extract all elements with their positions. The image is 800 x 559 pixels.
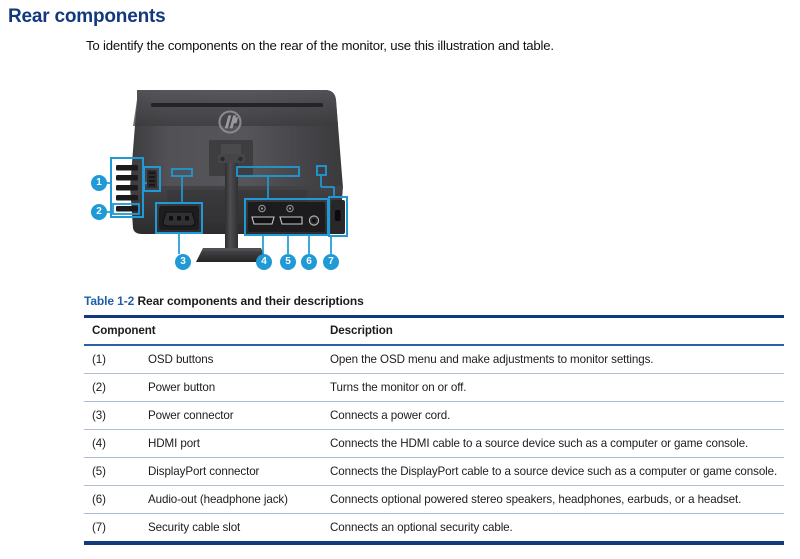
io-ports-group — [244, 198, 329, 236]
monitor-back-panel — [130, 90, 343, 188]
osd-buttons-group — [110, 157, 161, 218]
displayport-connector — [279, 216, 303, 225]
security-slot-group — [316, 165, 348, 237]
callout-badge-3: 3 — [175, 254, 191, 270]
monitor-rear-illustration — [106, 90, 348, 262]
table-row: (7) Security cable slot Connects an option… — [84, 513, 784, 545]
row-component-name: Power button — [140, 373, 322, 402]
row-description: Connects optional powered stereo speaker… — [322, 485, 784, 514]
row-component-name: Security cable slot — [140, 513, 322, 545]
hdmi-port — [251, 216, 275, 225]
callout-badge-5: 5 — [280, 254, 296, 270]
row-number: (4) — [84, 429, 140, 458]
power-connector-group — [155, 202, 203, 234]
components-table-block: Table 1-2 Rear components and their desc… — [84, 294, 784, 545]
table-caption-text: Rear components and their descriptions — [137, 294, 364, 308]
monitor-stand — [196, 154, 268, 262]
row-component-name: DisplayPort connector — [140, 457, 322, 486]
hp-logo — [218, 110, 242, 134]
column-header-description: Description — [322, 315, 784, 346]
table-body: (1) OSD buttons Open the OSD menu and make… — [84, 345, 784, 545]
callout-badge-4: 4 — [256, 254, 272, 270]
intro-paragraph: To identify the components on the rear o… — [86, 38, 554, 53]
callout-leader-lines — [106, 175, 335, 254]
table-caption: Table 1-2 Rear components and their desc… — [84, 294, 784, 308]
power-button-highlight-box — [112, 203, 140, 215]
table-head: Component Description — [84, 315, 784, 346]
callout-badge-6: 6 — [301, 254, 317, 270]
row-description: Connects an optional security cable. — [322, 513, 784, 545]
security-cable-slot — [335, 210, 341, 221]
table-header-row: Component Description — [84, 315, 784, 346]
row-component-name: OSD buttons — [140, 345, 322, 374]
power-button — [116, 206, 138, 212]
row-number: (7) — [84, 513, 140, 545]
osd-pip-highlight-box — [143, 166, 161, 192]
row-description: Open the OSD menu and make adjustments t… — [322, 345, 784, 374]
table-row: (3) Power connector Connects a power cord. — [84, 401, 784, 430]
row-number: (1) — [84, 345, 140, 374]
page-title: Rear components — [8, 6, 166, 27]
row-number: (2) — [84, 373, 140, 402]
row-number: (6) — [84, 485, 140, 514]
callout-badge-7: 7 — [323, 254, 339, 270]
row-description: Connects the DisplayPort cable to a sour… — [322, 457, 784, 486]
monitor-base — [196, 248, 268, 262]
row-component-name: HDMI port — [140, 429, 322, 458]
table-row: (6) Audio-out (headphone jack) Connects op… — [84, 485, 784, 514]
row-description: Connects the HDMI cable to a source devi… — [322, 429, 784, 458]
table-row: (5) DisplayPort connector Connects the Dis… — [84, 457, 784, 486]
security-slot-highlight-box — [328, 196, 348, 237]
table-row: (1) OSD buttons Open the OSD menu and make… — [84, 345, 784, 374]
table-row: (4) HDMI port Connects the HDMI cable to a… — [84, 429, 784, 458]
row-number: (3) — [84, 401, 140, 430]
callout-badge-1: 1 — [91, 175, 107, 191]
callout-badge-2: 2 — [91, 204, 107, 220]
column-header-component: Component — [84, 315, 322, 346]
row-component-name: Audio-out (headphone jack) — [140, 485, 322, 514]
row-component-name: Power connector — [140, 401, 322, 430]
row-description: Connects a power cord. — [322, 401, 784, 430]
table-caption-number: Table 1-2 — [84, 294, 135, 308]
row-description: Turns the monitor on or off. — [322, 373, 784, 402]
row-number: (5) — [84, 457, 140, 486]
table-row: (2) Power button Turns the monitor on or o… — [84, 373, 784, 402]
components-table: Component Description (1) OSD buttons Open… — [84, 315, 784, 545]
vent-strip — [151, 103, 323, 107]
